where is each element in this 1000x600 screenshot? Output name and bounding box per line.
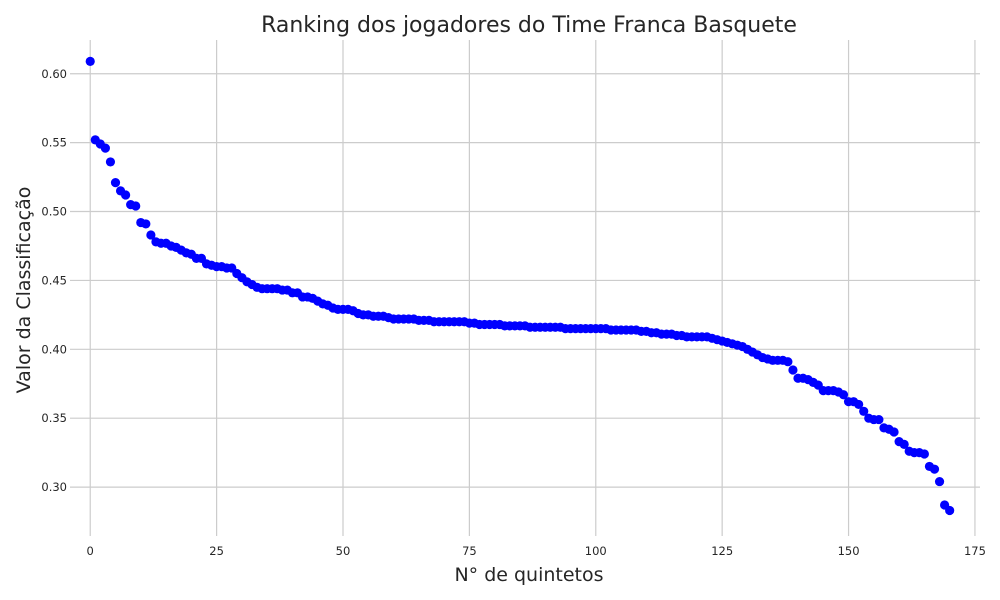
y-tick-label: 0.35	[41, 411, 67, 425]
data-point	[105, 157, 116, 167]
y-tick-label: 0.60	[41, 67, 67, 81]
data-point	[110, 178, 121, 188]
y-axis-label: Valor da Classificação	[13, 187, 35, 394]
data-point	[100, 143, 110, 153]
x-tick-label: 100	[585, 544, 607, 558]
x-axis-label: N° de quintetos	[454, 564, 603, 586]
x-tick-label: 0	[87, 544, 94, 558]
vertical-gridlines	[89, 40, 976, 536]
x-tick-label: 25	[209, 544, 224, 558]
data-point	[141, 219, 151, 229]
x-tick-label: 125	[711, 544, 733, 558]
x-tick-label: 150	[838, 544, 860, 558]
data-point	[945, 505, 955, 516]
chart-title: Ranking dos jogadores do Time Franca Bas…	[261, 13, 797, 38]
horizontal-gridlines	[70, 73, 980, 488]
data-point	[934, 476, 945, 487]
x-tick-labels: 0 25 50 75 100 125 150 175	[87, 544, 986, 558]
data-point	[146, 230, 156, 240]
data-point	[899, 439, 909, 449]
y-tick-labels: 0.30 0.35 0.40 0.45 0.50 0.55 0.60	[41, 67, 67, 494]
data-point	[788, 365, 798, 375]
y-tick-label: 0.50	[41, 205, 67, 219]
data-point	[121, 190, 131, 200]
x-tick-label: 75	[462, 544, 477, 558]
data-point	[131, 201, 141, 211]
data-point	[874, 414, 884, 425]
data-points	[85, 56, 955, 516]
data-point	[889, 427, 899, 437]
y-tick-label: 0.45	[41, 273, 67, 287]
y-tick-label: 0.30	[41, 480, 67, 494]
y-tick-label: 0.55	[41, 136, 67, 150]
data-point	[85, 56, 95, 66]
data-point	[929, 464, 940, 474]
data-point	[859, 406, 869, 416]
y-tick-label: 0.40	[41, 342, 67, 356]
data-point	[783, 357, 793, 367]
x-tick-label: 175	[964, 544, 986, 558]
data-point	[854, 399, 864, 410]
x-tick-label: 50	[336, 544, 351, 558]
data-point	[838, 390, 849, 400]
data-point	[919, 449, 929, 459]
